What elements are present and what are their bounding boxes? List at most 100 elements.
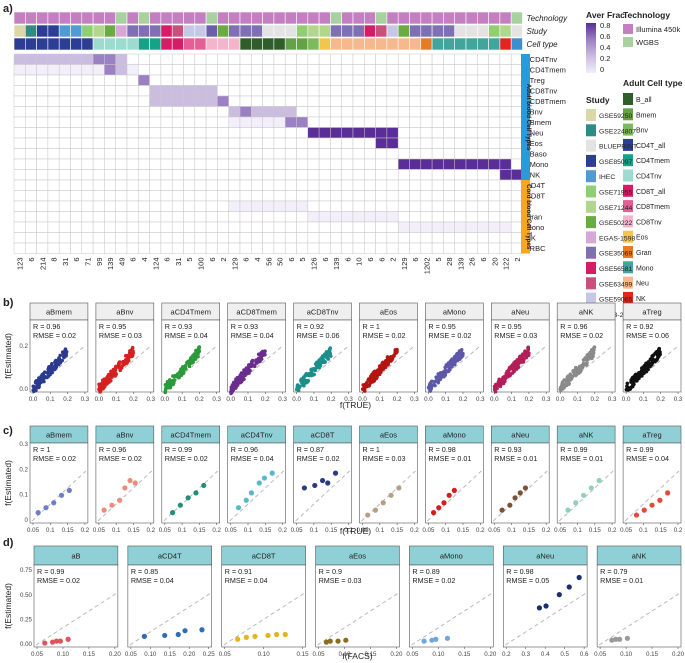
heatmap-cell — [296, 64, 309, 76]
data-point — [519, 359, 523, 363]
heatmap-cell — [138, 64, 150, 76]
heatmap-cell — [330, 232, 342, 244]
heatmap-cell — [477, 137, 489, 149]
heatmap-cell — [465, 158, 478, 170]
data-point — [516, 365, 521, 370]
heatmap-cell — [364, 74, 376, 86]
heatmap-cell — [409, 232, 422, 244]
heatmap-cell — [375, 148, 388, 160]
heatmap-cell — [205, 106, 218, 118]
facet-title: aNK — [579, 431, 594, 440]
heatmap-cell — [251, 211, 263, 223]
adult-legend-label: CD8Tmem — [636, 204, 670, 211]
heatmap-cell — [420, 158, 433, 170]
x-tick-label: 0.3 — [81, 396, 90, 403]
heatmap-cell — [510, 148, 523, 160]
celltype-cell — [36, 37, 49, 51]
x-tick-label: 0.3 — [146, 396, 155, 403]
heatmap-cell — [81, 95, 94, 107]
facet-r: R = 0.95 — [428, 322, 455, 331]
heatmap-cell — [104, 200, 116, 212]
heatmap-cell — [386, 137, 399, 149]
heatmap-col-label: 5 — [434, 258, 443, 262]
heatmap-cell — [239, 95, 252, 107]
heatmap-cell — [330, 127, 342, 139]
x-tick-label: 0.20 — [672, 651, 685, 658]
heatmap-cell — [352, 211, 365, 223]
heatmap-cell — [251, 232, 263, 244]
data-point — [117, 360, 122, 364]
heatmap-cell — [47, 190, 60, 202]
data-point — [51, 500, 57, 506]
heatmap-cell — [318, 148, 331, 160]
heatmap-cell — [386, 106, 399, 118]
heatmap-cell — [251, 137, 263, 149]
heatmap-cell — [115, 53, 128, 65]
heatmap-cell — [420, 232, 433, 244]
heatmap-cell — [104, 64, 116, 76]
heatmap-cell — [70, 137, 83, 149]
heatmap-cell — [352, 127, 365, 139]
identity-line — [598, 593, 680, 646]
data-point — [169, 379, 174, 384]
heatmap-cell — [115, 221, 128, 233]
heatmap-cell — [262, 211, 275, 223]
heatmap-cell — [364, 106, 376, 118]
heatmap-cell — [205, 200, 218, 212]
heatmap-cell — [499, 137, 512, 149]
study-legend-label: GSE59065 — [599, 297, 632, 304]
x-tick-label: 0.25 — [203, 651, 216, 658]
study-cell — [13, 24, 26, 38]
heatmap-col-label: 28 — [445, 258, 454, 266]
x-tick-label: 0.2 — [525, 396, 534, 403]
adult-legend-label: CD4T_all — [636, 143, 666, 150]
heatmap-cell — [488, 74, 501, 86]
heatmap-cell — [70, 221, 83, 233]
heatmap-cell — [228, 116, 241, 128]
heatmap-cell — [171, 116, 184, 128]
technology-cell — [352, 11, 365, 25]
study-cell — [92, 24, 105, 38]
heatmap-row-label: nRBC — [526, 244, 547, 253]
heatmap-cell — [386, 74, 399, 86]
heatmap-cell — [284, 232, 297, 244]
heatmap-cell — [228, 211, 241, 223]
heatmap-cell — [262, 221, 275, 233]
celltype-cell — [476, 37, 489, 51]
study-cell — [488, 24, 501, 38]
heatmap-cell — [92, 85, 105, 97]
heatmap-cell — [443, 53, 455, 65]
celltype-cell — [47, 37, 60, 51]
heatmap-cell — [58, 137, 71, 149]
heatmap-cell — [47, 200, 60, 212]
facet-rmse: RMSE = 0.02 — [165, 454, 208, 463]
heatmap-row-label: aBmem — [526, 118, 552, 127]
heatmap-cell — [228, 200, 241, 212]
heatmap-cell — [273, 116, 286, 128]
x-tick-label: 0.3 — [410, 396, 419, 403]
heatmap-cell — [364, 158, 376, 170]
heatmap-cell — [194, 53, 207, 65]
heatmap-cell — [25, 127, 37, 139]
data-point — [512, 495, 518, 501]
data-point — [295, 386, 300, 391]
facet-plot-frame — [127, 564, 213, 648]
heatmap-cell — [386, 127, 399, 139]
data-point — [433, 636, 439, 642]
technology-cell — [36, 11, 49, 25]
heatmap-cell — [510, 190, 523, 202]
heatmap-cell — [36, 64, 49, 76]
heatmap-cell — [13, 211, 26, 223]
heatmap-cell — [431, 137, 444, 149]
heatmap-cell — [47, 158, 60, 170]
data-point — [651, 353, 656, 357]
technology-cell — [510, 11, 523, 25]
technology-cell — [205, 11, 218, 25]
heatmap-cell — [307, 148, 320, 160]
heatmap-cell — [488, 106, 501, 118]
facet-rmse: RMSE = 0.02 — [33, 331, 76, 340]
heatmap-cell — [217, 169, 229, 181]
heatmap-cell — [149, 74, 162, 86]
heatmap-cell — [13, 242, 26, 254]
data-point — [630, 376, 635, 381]
